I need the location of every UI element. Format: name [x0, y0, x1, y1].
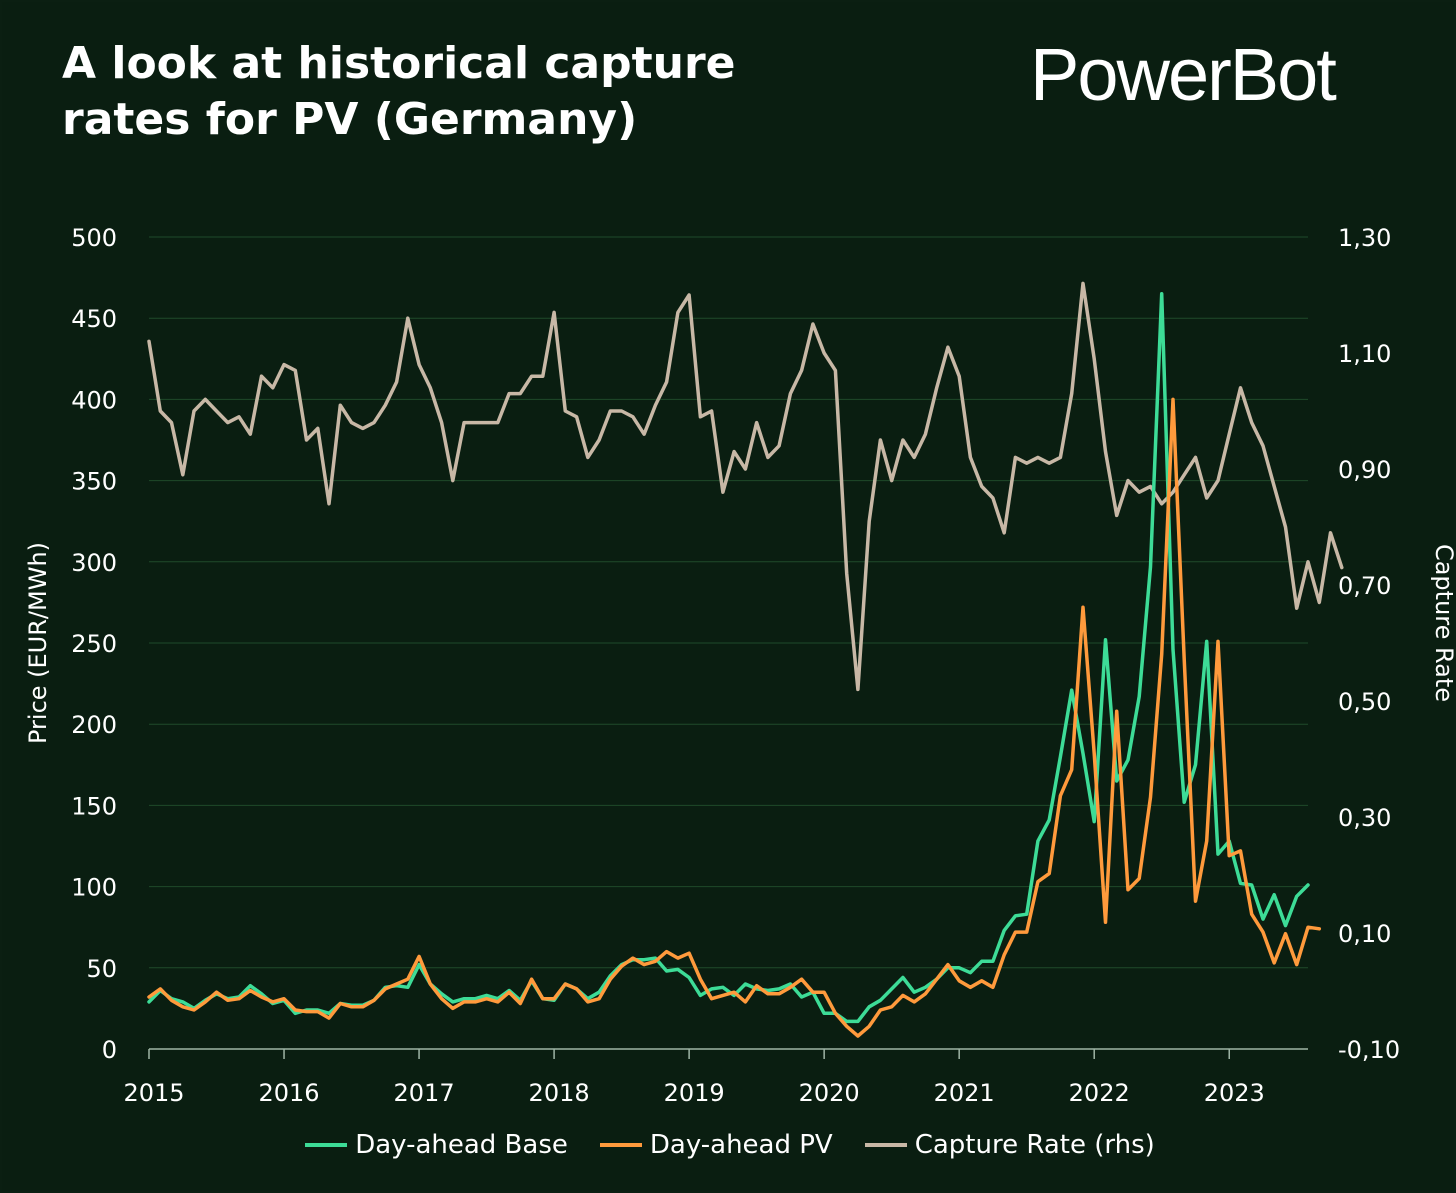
legend-label: Capture Rate (rhs): [914, 1130, 1155, 1160]
x-tick-label: 2016: [258, 1079, 319, 1107]
legend-item-day-ahead-base: Day-ahead Base: [305, 1130, 568, 1160]
y2-axis-title: Capture Rate: [1430, 544, 1454, 702]
x-tick-label: 2018: [529, 1079, 590, 1107]
y-tick-label: 150: [71, 792, 117, 820]
y-tick-label: 50: [86, 955, 117, 983]
x-tick-label: 2019: [664, 1079, 725, 1107]
brand-logo: PowerBot: [1030, 33, 1337, 116]
legend-item-day-ahead-pv: Day-ahead PV: [599, 1130, 833, 1160]
y-tick-label: 500: [71, 224, 117, 252]
y2-tick-label: 1,30: [1338, 224, 1391, 252]
y2-tick-label: 0,10: [1338, 920, 1391, 948]
y-tick-label: 250: [71, 630, 117, 658]
y2-tick-label: 0,90: [1338, 456, 1391, 484]
series-line-day-ahead-base: [147, 292, 1310, 1024]
y-tick-label: 300: [71, 549, 117, 577]
series-line-day-ahead-pv: [147, 397, 1322, 1038]
y-tick-label: 450: [71, 305, 117, 333]
brand-logo-text: PowerBot: [1030, 33, 1337, 116]
legend-swatch: [599, 1143, 642, 1147]
x-tick-label: 2015: [123, 1079, 184, 1107]
x-tick-label: 2022: [1069, 1079, 1130, 1107]
y-axis-title: Price (EUR/MWh): [24, 542, 52, 744]
x-tick-label: 2023: [1204, 1079, 1265, 1107]
chart-title: A look at historical capture rates for P…: [62, 38, 736, 145]
y2-tick-label: 0,70: [1338, 572, 1391, 600]
series-line-capture-rate-rhs: [147, 281, 1344, 692]
legend-label: Day-ahead PV: [649, 1130, 833, 1160]
legend-label: Day-ahead Base: [355, 1130, 568, 1160]
y2-tick-label: 0,30: [1338, 804, 1391, 832]
x-tick-label: 2017: [394, 1079, 455, 1107]
legend-item-capture-rate-rhs: Capture Rate (rhs): [864, 1130, 1155, 1160]
y2-tick-label: 0,50: [1338, 688, 1391, 716]
x-tick-label: 2021: [934, 1079, 995, 1107]
y2-tick-label: 1,10: [1338, 340, 1391, 368]
y2-tick-label: -0,10: [1338, 1036, 1400, 1064]
y-tick-label: 350: [71, 468, 117, 496]
legend-swatch: [305, 1143, 348, 1147]
y-tick-label: 400: [71, 386, 117, 414]
x-tick-label: 2020: [799, 1079, 860, 1107]
y-tick-label: 0: [102, 1036, 117, 1064]
y-tick-label: 200: [71, 711, 117, 739]
legend-swatch: [864, 1143, 907, 1147]
chart-legend: Day-ahead Base Day-ahead PV Capture Rate (…: [2, 1130, 1456, 1160]
y-tick-label: 100: [71, 874, 117, 902]
